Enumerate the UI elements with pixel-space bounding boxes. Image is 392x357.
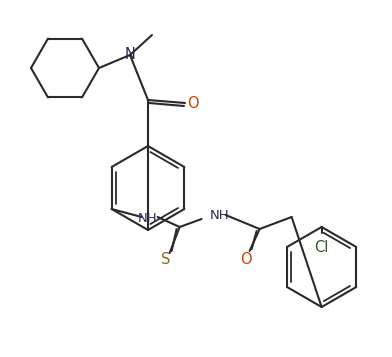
- Text: Cl: Cl: [314, 240, 329, 255]
- Text: O: O: [240, 252, 251, 267]
- Text: NH: NH: [138, 211, 157, 225]
- Text: O: O: [187, 96, 199, 111]
- Text: S: S: [161, 251, 170, 266]
- Text: N: N: [125, 46, 136, 61]
- Text: NH: NH: [210, 208, 229, 221]
